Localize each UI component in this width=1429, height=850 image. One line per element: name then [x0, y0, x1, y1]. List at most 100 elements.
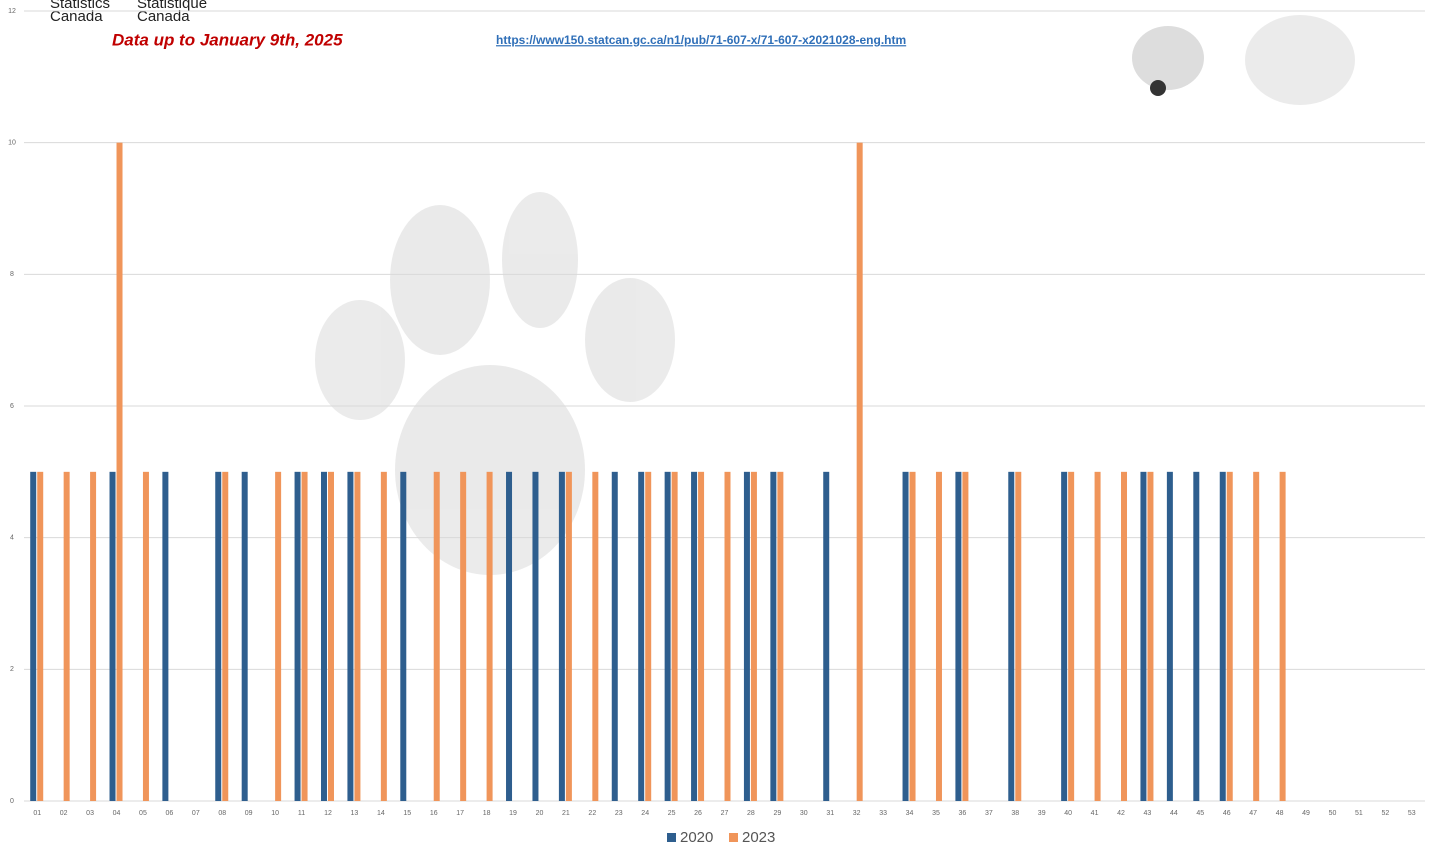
bar: [770, 471, 777, 801]
legend-swatch: [667, 833, 676, 842]
x-tick-label: 48: [1276, 810, 1284, 817]
bar: [1121, 471, 1128, 801]
x-tick-label: 18: [483, 810, 491, 817]
x-tick-label: 44: [1170, 810, 1178, 817]
logo-text: Canada: [137, 8, 190, 25]
bar: [856, 142, 863, 801]
x-tick-label: 45: [1196, 810, 1204, 817]
x-tick-label: 13: [351, 810, 359, 817]
x-tick-label: 28: [747, 810, 755, 817]
bar: [532, 471, 539, 801]
x-tick-label: 14: [377, 810, 385, 817]
bar: [327, 471, 334, 801]
bar: [638, 471, 645, 801]
bar: [724, 471, 731, 801]
x-tick-label: 24: [641, 810, 649, 817]
bar: [1008, 471, 1015, 801]
x-tick-label: 16: [430, 810, 438, 817]
x-tick-label: 41: [1091, 810, 1099, 817]
x-tick-label: 19: [509, 810, 517, 817]
y-tick-label: 6: [10, 403, 14, 410]
x-tick-label: 39: [1038, 810, 1046, 817]
x-tick-label: 02: [60, 810, 68, 817]
bar: [90, 471, 97, 801]
bar: [1279, 471, 1286, 801]
x-tick-label: 08: [218, 810, 226, 817]
bar: [354, 471, 361, 801]
x-tick-label: 37: [985, 810, 993, 817]
x-tick-label: 27: [721, 810, 729, 817]
bar: [109, 471, 116, 801]
bar: [1226, 471, 1233, 801]
bar: [433, 471, 440, 801]
x-tick-label: 30: [800, 810, 808, 817]
bar: [1094, 471, 1101, 801]
x-tick-label: 36: [959, 810, 967, 817]
x-tick-label: 11: [298, 810, 305, 817]
y-tick-label: 2: [10, 666, 14, 673]
x-tick-label: 42: [1117, 810, 1125, 817]
logo-text: Statistics: [50, 0, 110, 12]
bar: [698, 471, 705, 801]
x-tick-label: 17: [456, 810, 464, 817]
x-tick-label: 21: [562, 810, 570, 817]
x-tick-label: 33: [879, 810, 887, 817]
x-tick-label: 09: [245, 810, 253, 817]
bar: [301, 471, 308, 801]
x-tick-label: 03: [86, 810, 94, 817]
wolf-logo: [1132, 26, 1204, 96]
x-tick-label: 46: [1223, 810, 1231, 817]
bar: [275, 471, 282, 801]
bar: [1193, 471, 1200, 801]
x-tick-label: 53: [1408, 810, 1416, 817]
x-tick-label: 04: [113, 810, 121, 817]
x-tick-label: 34: [906, 810, 914, 817]
legend-label: 2023: [742, 829, 775, 846]
x-tick-label: 40: [1064, 810, 1072, 817]
bar: [611, 471, 618, 801]
bar: [1068, 471, 1075, 801]
bar: [380, 471, 387, 801]
bar: [909, 471, 916, 801]
bar: [347, 471, 354, 801]
bar: [1147, 471, 1154, 801]
bar: [460, 471, 467, 801]
x-tick-label: 23: [615, 810, 623, 817]
x-tick-label: 07: [192, 810, 200, 817]
bar: [294, 471, 301, 801]
bar: [823, 471, 830, 801]
bar: [241, 471, 248, 801]
x-tick-label: 05: [139, 810, 147, 817]
bar: [664, 471, 671, 801]
bar: [1166, 471, 1173, 801]
x-tick-label: 47: [1249, 810, 1257, 817]
bar: [1219, 471, 1226, 801]
y-tick-label: 4: [10, 535, 14, 542]
bar: [142, 471, 149, 801]
x-tick-label: 50: [1329, 810, 1337, 817]
watermark: [315, 15, 1355, 575]
bar: [222, 471, 229, 801]
bar: [1253, 471, 1260, 801]
legend-swatch: [729, 833, 738, 842]
x-tick-label: 43: [1144, 810, 1152, 817]
source-link[interactable]: https://www150.statcan.gc.ca/n1/pub/71-6…: [496, 33, 906, 47]
bar: [486, 471, 493, 801]
bar: [1140, 471, 1147, 801]
bar: [1015, 471, 1022, 801]
bar: [743, 471, 750, 801]
bar: [691, 471, 698, 801]
x-tick-label: 29: [773, 810, 781, 817]
legend-label: 2020: [680, 829, 713, 846]
bar: [902, 471, 909, 801]
bar: [955, 471, 962, 801]
y-tick-label: 0: [10, 798, 14, 805]
x-tick-label: 52: [1381, 810, 1389, 817]
bar: [962, 471, 969, 801]
bar: [506, 471, 513, 801]
x-tick-label: 15: [403, 810, 411, 817]
x-tick-label: 01: [33, 810, 41, 817]
x-tick-label: 10: [271, 810, 279, 817]
x-tick-label: 32: [853, 810, 861, 817]
x-tick-label: 25: [668, 810, 676, 817]
